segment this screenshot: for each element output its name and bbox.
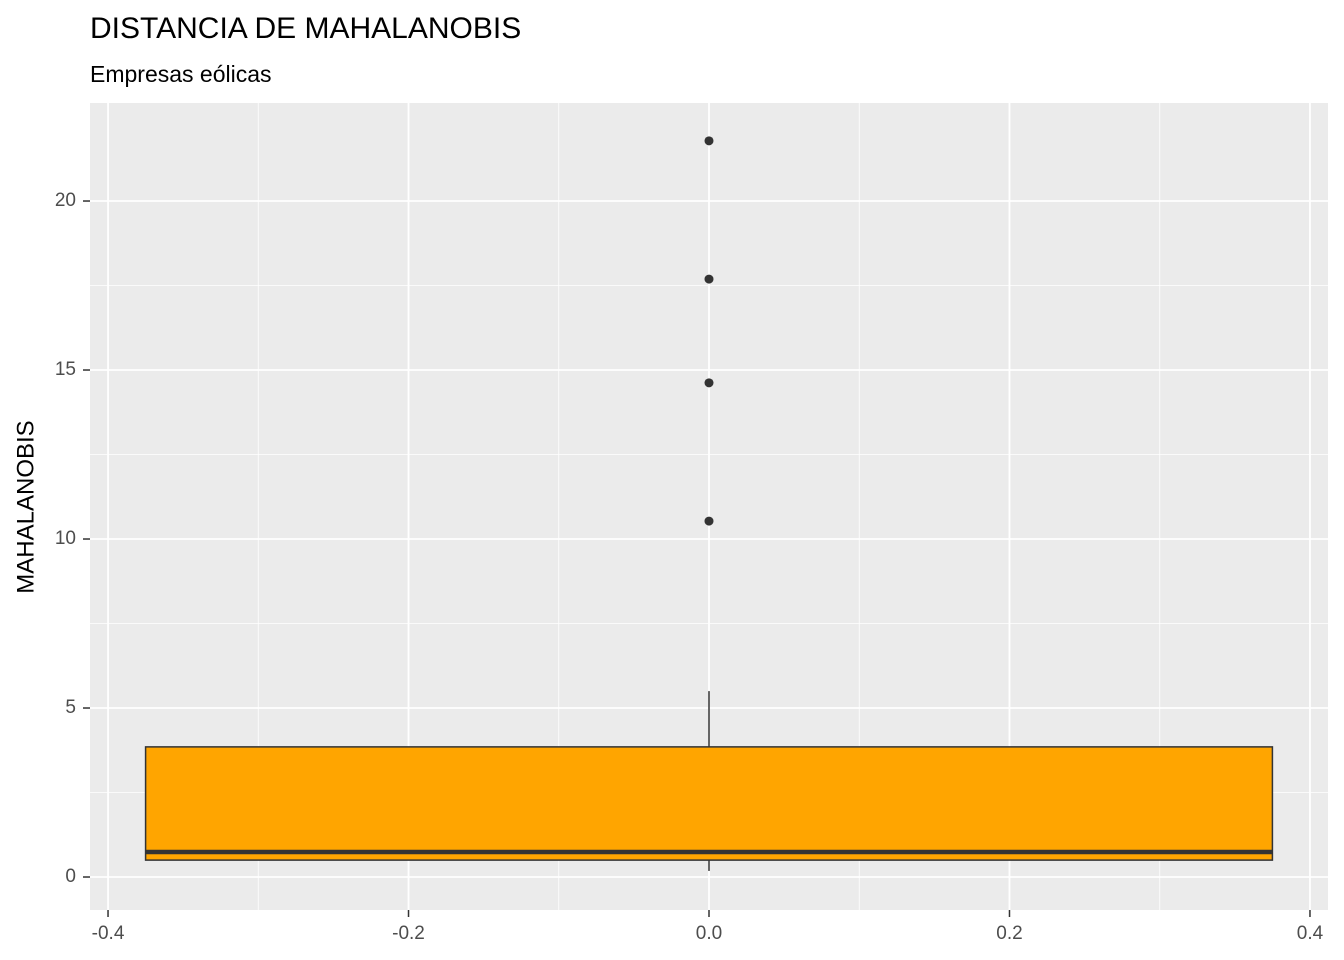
x-tick-label: -0.2 xyxy=(392,923,425,944)
outlier xyxy=(704,516,714,526)
x-tick-label: 0.4 xyxy=(1297,923,1324,944)
x-tick-label: 0.0 xyxy=(696,923,722,944)
outlier xyxy=(704,378,714,388)
y-tick-label: 20 xyxy=(55,190,76,211)
outlier xyxy=(704,274,714,284)
outlier xyxy=(704,136,714,146)
y-tick-label: 15 xyxy=(55,359,76,380)
chart-title: DISTANCIA DE MAHALANOBIS xyxy=(90,12,521,45)
x-tick-label: -0.4 xyxy=(92,923,125,944)
y-axis-label: MAHALANOBIS xyxy=(12,420,39,593)
y-tick-label: 5 xyxy=(65,697,76,718)
y-tick-label: 10 xyxy=(55,528,76,549)
x-tick-label: 0.2 xyxy=(996,923,1022,944)
y-tick-label: 0 xyxy=(65,866,76,887)
box xyxy=(144,746,1274,861)
chart-subtitle: Empresas eólicas xyxy=(90,61,272,87)
